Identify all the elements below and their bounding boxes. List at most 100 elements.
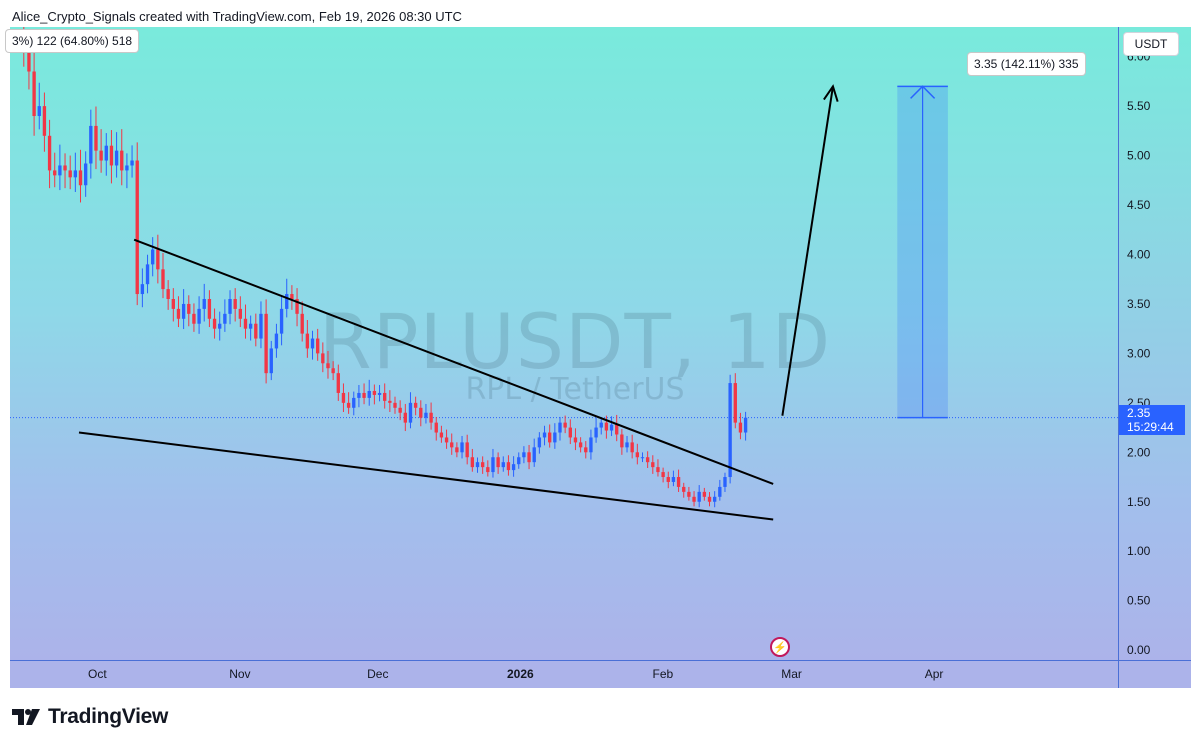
bar-countdown: 15:29:44 [1127, 420, 1174, 434]
candle-body [573, 437, 578, 443]
plot-layer [10, 27, 1118, 521]
candle-body [305, 333, 310, 349]
candle-body [578, 442, 583, 448]
price-unit-button[interactable]: USDT [1124, 33, 1178, 55]
candle-body [444, 437, 449, 443]
candle-body [604, 422, 609, 431]
candle-body [620, 434, 624, 448]
tradingview-mark-icon [12, 709, 40, 725]
candle-body [656, 467, 660, 473]
candle-body [352, 397, 356, 408]
candle-body [563, 422, 567, 428]
candle-body [279, 308, 284, 334]
candle-body [362, 392, 366, 398]
candle-body [728, 383, 732, 478]
candle-body [42, 106, 47, 136]
candle-body [522, 452, 526, 458]
candle-body [609, 424, 614, 431]
candle-body [295, 298, 299, 314]
candle-body [558, 422, 562, 433]
candle-body [542, 432, 547, 438]
time-tick-label: Oct [88, 667, 107, 681]
candle-body [315, 338, 320, 354]
time-tick-label: Mar [781, 667, 802, 681]
candle-body [73, 170, 78, 178]
candle-body [310, 338, 315, 349]
candle-body [171, 298, 175, 309]
candle-body [104, 145, 108, 161]
price-tick-label: 3.50 [1127, 297, 1151, 311]
candle-body [408, 402, 413, 423]
lower-trendline [78, 431, 774, 521]
candle-body [733, 383, 737, 423]
candle-body [383, 392, 387, 401]
candle-body [228, 298, 232, 314]
time-tick-label: Feb [653, 667, 674, 681]
candle-body [145, 264, 150, 285]
price-tick-label: 0.00 [1127, 643, 1151, 657]
price-tick-label: 1.50 [1127, 495, 1151, 509]
candle-body [707, 496, 712, 502]
target-measure-label: 3.35 (142.11%) 335 [968, 53, 1085, 75]
candle-body [53, 170, 57, 176]
candle-body [584, 447, 588, 453]
time-tick-label: Nov [229, 667, 250, 681]
candle-body [486, 467, 490, 473]
candle-body [341, 392, 346, 403]
candle-body [264, 313, 268, 374]
candle-body [687, 491, 691, 497]
candle-body [125, 165, 129, 171]
candle-body [331, 368, 335, 374]
time-axis[interactable] [10, 660, 1118, 688]
candle-body [135, 160, 139, 295]
candle-body [151, 249, 155, 265]
current-price-tag: 2.35 15:29:44 [1119, 405, 1185, 435]
candle-body [429, 412, 433, 423]
candle-body [218, 323, 222, 329]
candle-body [109, 145, 114, 166]
chart-pane[interactable]: RPLUSDT, 1D RPL / TetherUS [10, 27, 1118, 660]
candle-body [114, 150, 119, 166]
candle-body [254, 323, 258, 339]
price-tick-label: 3.00 [1127, 346, 1151, 360]
candle-body [738, 422, 743, 433]
candle-body [367, 390, 371, 398]
brand-name: TradingView [48, 705, 169, 728]
price-tick-label: 4.50 [1127, 198, 1151, 212]
candle-body [666, 477, 670, 482]
candle-body [589, 437, 593, 453]
lightning-event-icon[interactable]: ⚡ [770, 637, 790, 657]
upper-trendline [133, 238, 774, 485]
candle-body [480, 462, 485, 468]
target-range-arrow-head [910, 85, 936, 99]
candle-body [285, 294, 289, 309]
candle-body [403, 412, 407, 423]
symbol-name-watermark: RPL / TetherUS [465, 372, 685, 407]
candle-body [181, 303, 186, 319]
candle-body [223, 313, 227, 324]
candle-body [212, 318, 217, 329]
price-axis[interactable] [1118, 27, 1191, 660]
candle-body [259, 313, 263, 339]
candle-body [615, 424, 619, 435]
candle-body [527, 452, 531, 463]
candle-body [63, 165, 67, 171]
current-price-value: 2.35 [1127, 406, 1151, 420]
candle-body [89, 125, 93, 164]
price-tick-label: 4.00 [1127, 247, 1151, 261]
tradingview-logo: TradingView [12, 705, 168, 729]
candle-body [635, 452, 640, 458]
candle-body [470, 457, 475, 468]
candle-body [661, 472, 665, 478]
candle-body [83, 163, 88, 186]
projection-arrow-head [823, 84, 839, 102]
candle-body [712, 496, 717, 502]
candle-body [58, 165, 62, 176]
candle-body [32, 71, 36, 117]
candle-body [326, 363, 330, 369]
candle-body [166, 289, 170, 299]
candle-body [491, 457, 495, 473]
candle-body [398, 407, 402, 413]
candle-body [718, 486, 722, 497]
candle-body [475, 462, 480, 468]
